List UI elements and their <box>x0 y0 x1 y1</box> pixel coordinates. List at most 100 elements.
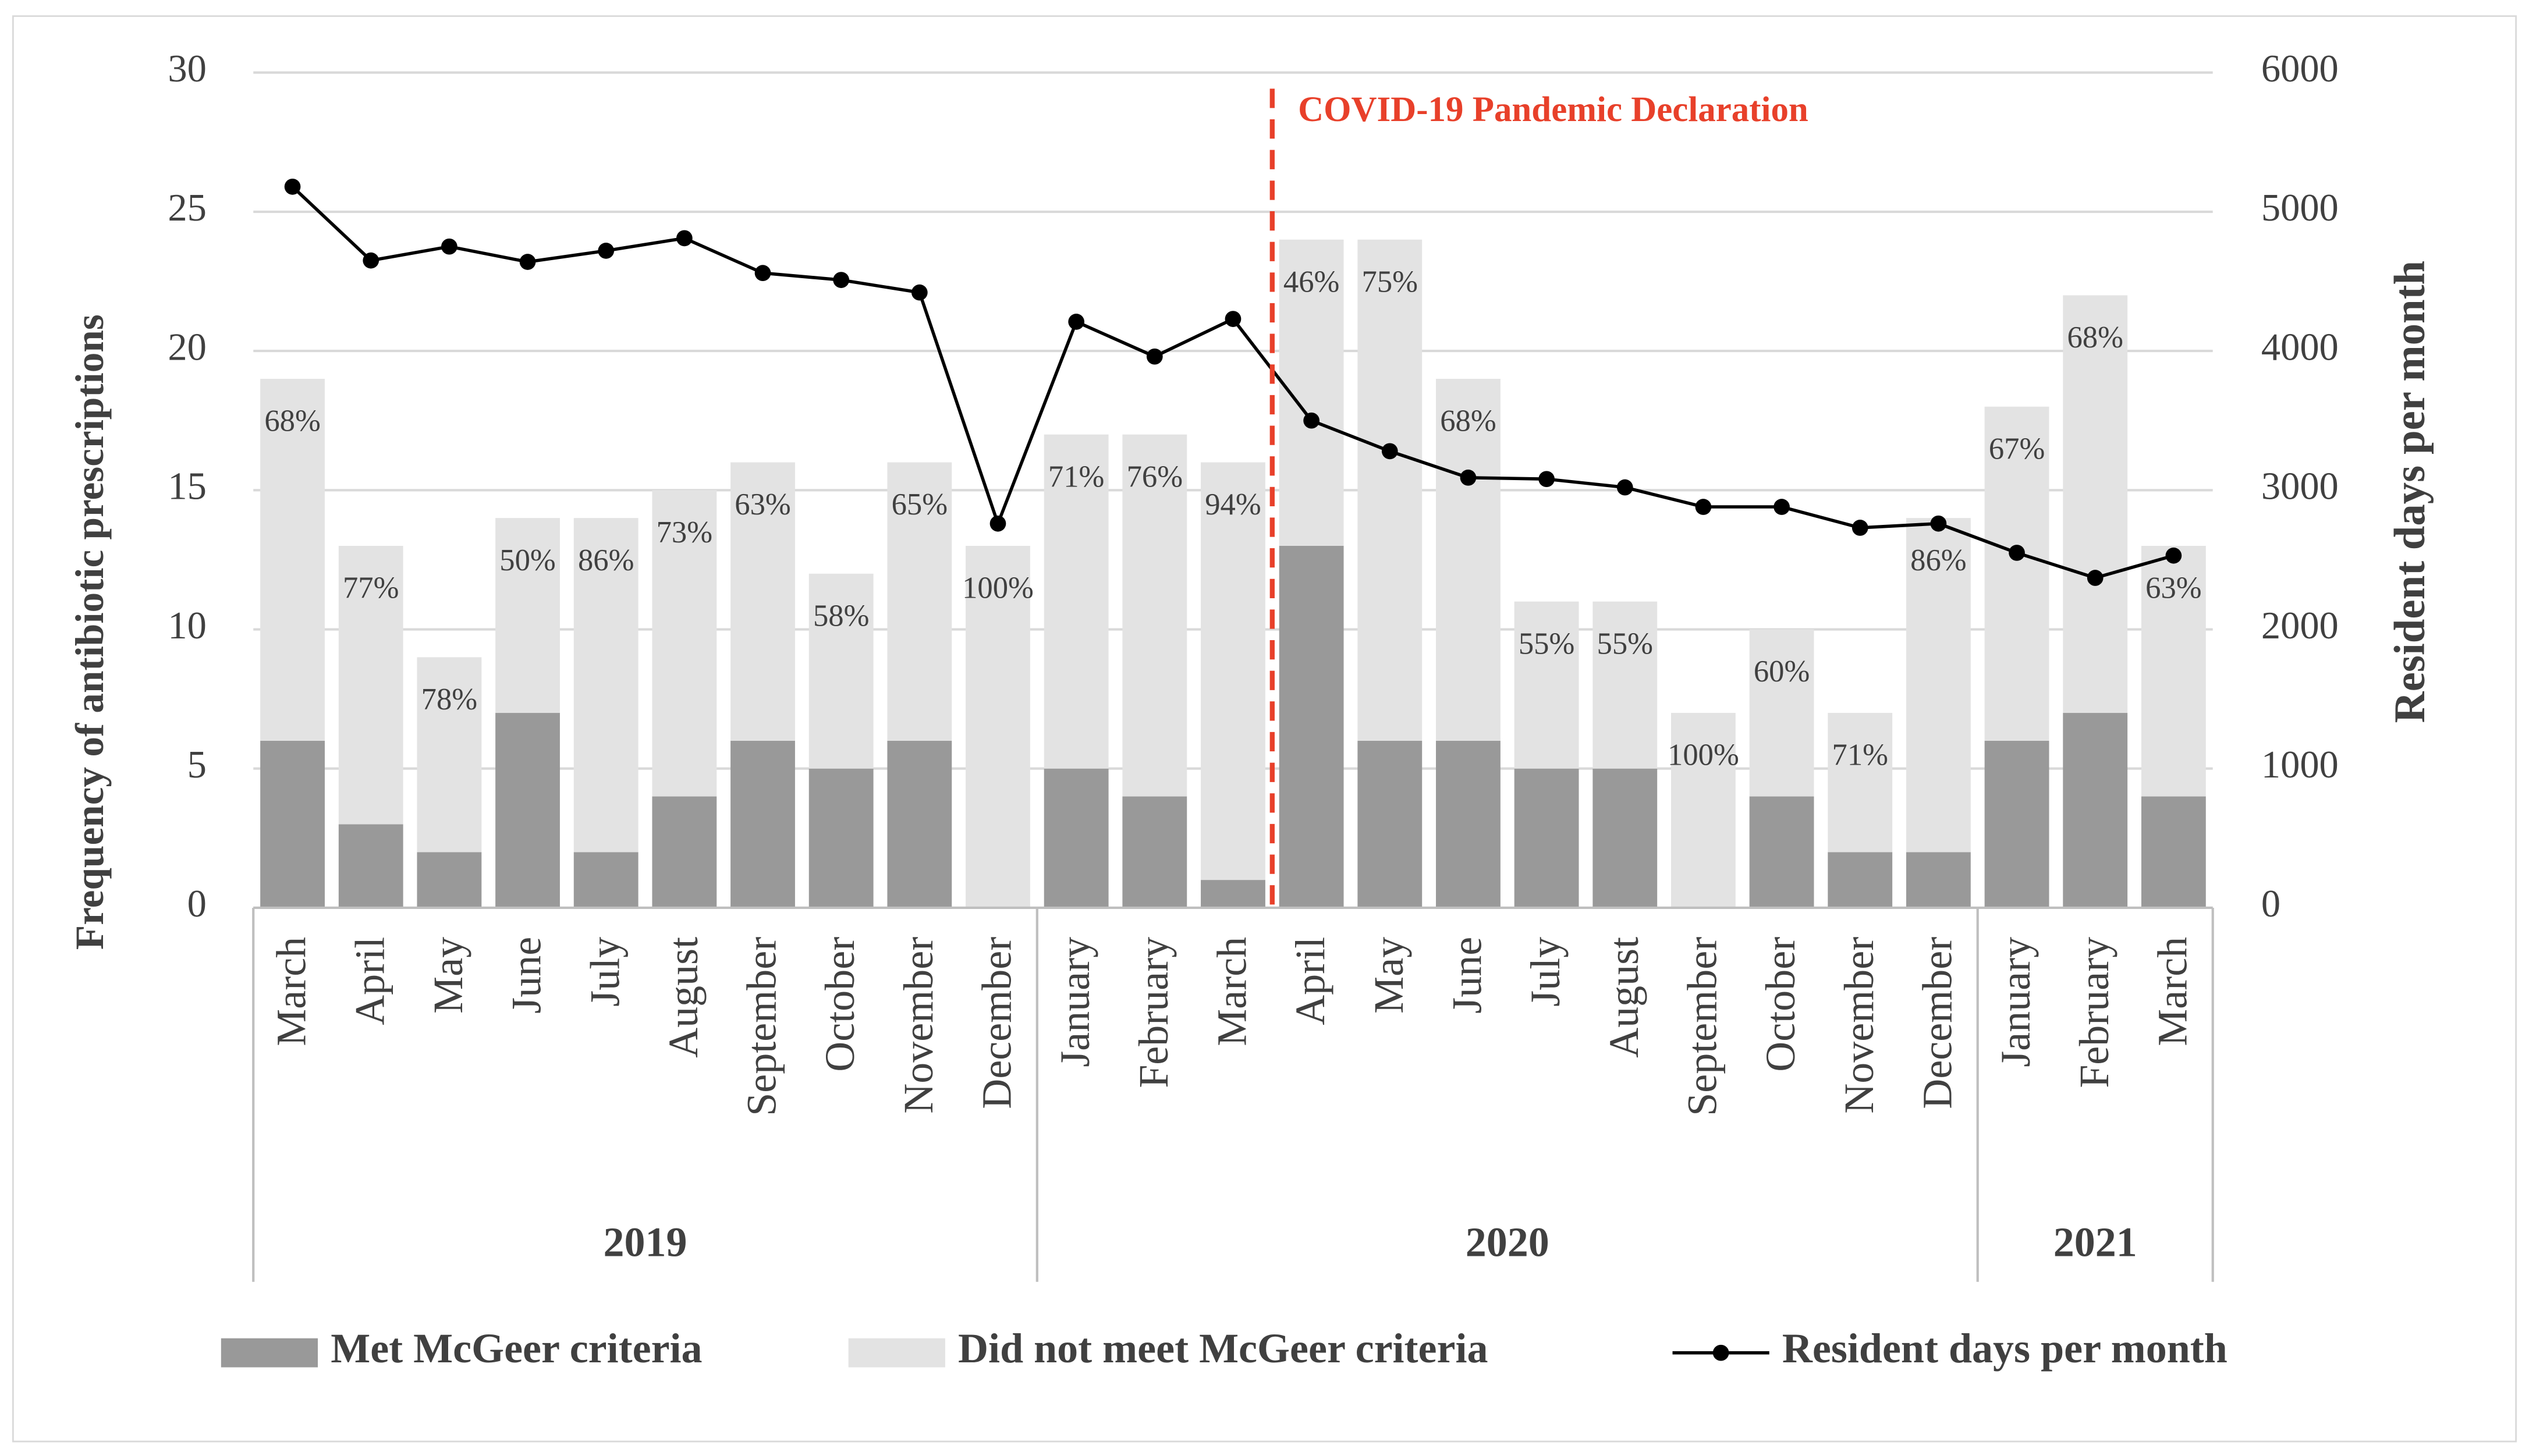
bar-segment <box>1514 768 1579 908</box>
bar-segment <box>260 740 325 908</box>
x-tick-label: May <box>425 937 471 1014</box>
bar-segment <box>1671 713 1736 908</box>
bar-segment <box>1828 713 1893 853</box>
percent-label: 86% <box>578 544 634 577</box>
line-point <box>1381 443 1398 460</box>
bar-segment <box>730 462 795 741</box>
bar-segment <box>887 462 952 741</box>
y-tick-label: 25 <box>168 187 206 229</box>
line-point <box>1538 471 1555 488</box>
bar-segment <box>573 852 639 908</box>
bar-segment <box>808 573 874 769</box>
bar-segment <box>1436 740 1501 908</box>
line-point <box>1068 314 1085 330</box>
line-point <box>1460 469 1477 486</box>
x-tick-label: February <box>1130 937 1177 1088</box>
percent-label: 77% <box>343 571 399 605</box>
x-tick-label: September <box>739 937 785 1116</box>
bar-segment <box>495 713 560 908</box>
percent-label: 86% <box>1910 544 1966 577</box>
x-tick-label: January <box>1052 937 1098 1067</box>
bar-segment <box>338 545 403 825</box>
percent-label: 71% <box>1832 738 1888 772</box>
percent-label: 73% <box>657 516 712 549</box>
percent-label: 55% <box>1597 627 1653 660</box>
y2-tick-label: 1000 <box>2261 744 2339 786</box>
bar-segment <box>1984 740 2049 908</box>
year-label: 2021 <box>2053 1219 2137 1265</box>
bar-segment <box>1044 434 1109 769</box>
line-point <box>598 243 615 259</box>
line-point <box>676 230 693 247</box>
x-tick-label: September <box>1679 937 1725 1116</box>
bar-segment <box>1592 601 1658 769</box>
x-tick-label: August <box>1601 937 1647 1058</box>
line-point <box>1774 499 1790 515</box>
line-point <box>754 265 771 281</box>
x-tick-label: March <box>1209 937 1255 1046</box>
percent-label: 68% <box>264 404 320 438</box>
bar-segment <box>417 657 482 853</box>
bar-segment <box>1984 406 2049 741</box>
year-label: 2019 <box>604 1219 687 1265</box>
legend-marker <box>1712 1344 1729 1361</box>
line-point <box>519 254 536 270</box>
line-point <box>1146 348 1163 365</box>
y2-tick-label: 0 <box>2261 883 2280 925</box>
percent-label: 71% <box>1048 460 1104 493</box>
line-point <box>441 238 457 255</box>
x-tick-label: October <box>1757 937 1804 1072</box>
y-tick-label: 30 <box>168 48 206 90</box>
line-point <box>1616 479 1633 496</box>
y-tick-label: 5 <box>187 744 207 786</box>
annotation: COVID-19 Pandemic Declaration <box>1298 90 1808 129</box>
x-tick-label: July <box>581 937 628 1007</box>
legend-label: Did not meet McGeer criteria <box>958 1325 1488 1372</box>
line-point <box>363 252 379 269</box>
percent-label: 55% <box>1519 627 1574 660</box>
legend-swatch <box>848 1338 945 1368</box>
line-point <box>833 272 850 288</box>
percent-label: 68% <box>1440 404 1496 438</box>
bar-segment <box>1514 601 1579 769</box>
y2-tick-label: 3000 <box>2261 466 2339 508</box>
line-point <box>284 178 301 195</box>
y2-axis-label: Resident days per month <box>2386 261 2434 723</box>
x-tick-label: April <box>1287 937 1333 1025</box>
y-axis-label: Frequency of antibiotic prescriptions <box>67 314 112 950</box>
line-point <box>1695 499 1712 515</box>
percent-label: 50% <box>499 544 555 577</box>
x-tick-label: July <box>1522 937 1569 1007</box>
y-tick-label: 0 <box>187 883 207 925</box>
percent-label: 78% <box>421 683 477 716</box>
legend-swatch <box>221 1338 318 1368</box>
y2-tick-label: 5000 <box>2261 187 2339 229</box>
legend-label: Met McGeer criteria <box>331 1325 702 1372</box>
x-tick-label: May <box>1365 937 1412 1014</box>
bar-segment <box>1201 462 1265 880</box>
percent-label: 67% <box>1989 432 2045 466</box>
percent-label: 100% <box>962 571 1034 605</box>
bar-segment <box>260 378 325 741</box>
bar-segment <box>808 768 874 908</box>
bar-segment <box>2063 295 2128 713</box>
x-tick-label: August <box>660 937 707 1058</box>
percent-label: 46% <box>1283 265 1339 299</box>
x-tick-label: November <box>1836 937 1882 1114</box>
x-tick-label: February <box>2071 937 2117 1088</box>
bar-segment <box>652 796 717 908</box>
bar-segment <box>730 740 795 908</box>
x-tick-label: January <box>1992 937 2039 1067</box>
line-point <box>911 284 928 301</box>
x-tick-label: November <box>895 937 942 1114</box>
x-tick-label: March <box>2149 937 2195 1046</box>
bar-segment <box>1122 796 1187 908</box>
bar-segment <box>1122 434 1187 797</box>
bar-segment <box>1201 880 1265 908</box>
year-label: 2020 <box>1466 1219 1549 1265</box>
line-point <box>989 515 1006 532</box>
percent-label: 58% <box>813 599 869 633</box>
bar-segment <box>1906 852 1971 908</box>
x-tick-label: June <box>503 937 550 1014</box>
bar-segment <box>887 740 952 908</box>
